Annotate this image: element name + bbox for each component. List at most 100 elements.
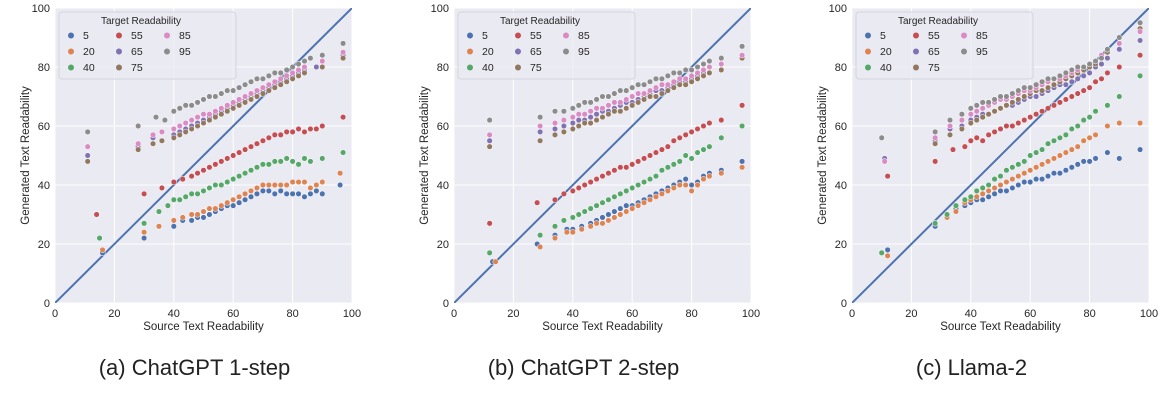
data-point xyxy=(319,155,326,162)
data-point xyxy=(593,176,600,183)
data-point xyxy=(230,176,237,183)
data-point xyxy=(182,128,189,135)
data-point xyxy=(658,90,665,97)
legend-entry: 5 xyxy=(482,30,488,42)
data-point xyxy=(629,161,636,168)
data-point xyxy=(629,184,636,191)
legend-entry: 85 xyxy=(578,30,590,42)
legend-marker xyxy=(563,48,569,55)
legend-entry: 85 xyxy=(179,30,191,42)
data-point xyxy=(682,75,689,82)
data-point xyxy=(635,81,642,88)
data-point xyxy=(1068,146,1075,153)
data-point xyxy=(1050,170,1058,177)
legend-marker xyxy=(164,32,170,39)
data-point xyxy=(605,196,612,203)
data-point xyxy=(629,93,636,100)
data-point xyxy=(575,117,582,124)
data-point xyxy=(265,187,272,194)
data-point xyxy=(688,66,695,73)
data-point xyxy=(283,72,290,79)
data-point xyxy=(247,96,255,103)
data-point xyxy=(319,179,326,186)
data-point xyxy=(961,196,968,203)
series-75 xyxy=(84,55,347,165)
data-point xyxy=(599,214,606,221)
data-point xyxy=(973,187,980,194)
data-point xyxy=(551,196,559,203)
data-point xyxy=(664,143,671,150)
data-point xyxy=(206,111,213,118)
data-point xyxy=(629,205,636,212)
data-point xyxy=(259,137,266,144)
data-point xyxy=(340,149,347,156)
data-point xyxy=(164,202,171,209)
data-point xyxy=(593,96,600,103)
data-point xyxy=(1068,78,1075,85)
data-point xyxy=(878,249,885,256)
x-tick-label: 40 xyxy=(965,308,977,320)
data-point xyxy=(958,117,965,124)
data-point xyxy=(587,205,594,212)
data-point xyxy=(289,63,296,71)
data-point xyxy=(155,208,162,215)
data-point xyxy=(587,108,594,115)
data-point xyxy=(1039,146,1046,153)
data-point xyxy=(1116,40,1123,47)
data-point xyxy=(247,167,255,174)
data-point xyxy=(200,96,207,103)
legend-title: Target Readability xyxy=(101,16,181,27)
data-point xyxy=(739,52,746,59)
data-point xyxy=(658,146,665,153)
data-point xyxy=(176,122,183,130)
data-point xyxy=(295,179,302,186)
data-point xyxy=(706,143,713,150)
data-point xyxy=(700,72,707,79)
data-point xyxy=(932,134,939,141)
data-point xyxy=(247,90,255,97)
data-point xyxy=(1039,176,1046,183)
data-point xyxy=(587,99,594,106)
data-point xyxy=(718,66,725,73)
data-point xyxy=(611,90,618,97)
series-95 xyxy=(878,19,1144,141)
data-point xyxy=(1116,120,1123,127)
data-point xyxy=(253,75,261,82)
legend-marker xyxy=(913,48,919,55)
data-point xyxy=(230,202,237,209)
data-point xyxy=(259,181,266,189)
data-point xyxy=(277,69,284,76)
data-point xyxy=(1056,99,1063,106)
data-point xyxy=(218,181,225,189)
data-point xyxy=(1009,90,1016,97)
data-point xyxy=(739,164,746,171)
data-point xyxy=(1021,170,1028,177)
data-point xyxy=(149,131,157,138)
data-point xyxy=(236,102,243,109)
data-point xyxy=(991,184,998,191)
data-point xyxy=(253,87,261,94)
data-point xyxy=(1003,167,1010,174)
x-axis-label: Source Text Readability xyxy=(542,321,663,333)
data-point xyxy=(135,146,142,153)
legend-marker xyxy=(116,32,122,39)
data-point xyxy=(158,137,165,144)
data-point xyxy=(212,108,219,115)
data-point xyxy=(1104,149,1111,156)
data-point xyxy=(700,146,707,153)
data-point xyxy=(658,190,665,197)
data-point xyxy=(670,69,677,76)
data-point xyxy=(676,158,683,165)
x-tick-label: 100 xyxy=(742,308,760,320)
data-point xyxy=(932,140,939,147)
y-tick-label: 0 xyxy=(44,298,50,310)
data-point xyxy=(884,173,891,180)
data-point xyxy=(700,61,707,68)
legend-marker xyxy=(467,32,473,39)
data-point xyxy=(158,128,165,135)
data-point xyxy=(551,120,559,127)
data-point xyxy=(967,111,974,118)
data-point xyxy=(1092,78,1099,85)
data-point xyxy=(236,84,243,91)
data-point xyxy=(599,173,606,180)
